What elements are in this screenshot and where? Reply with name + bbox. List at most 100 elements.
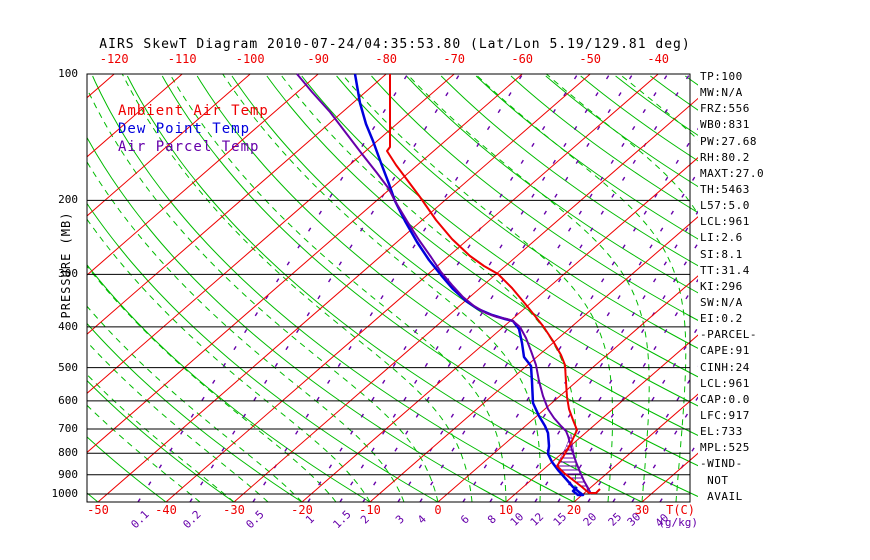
right-panel-line: -PARCEL- <box>700 328 757 342</box>
pressure-label: 500 <box>58 360 78 374</box>
right-panel-line: WB0:831 <box>700 118 750 132</box>
mixing-ratio-line-4 <box>419 74 691 502</box>
dry-adiabat <box>266 75 698 407</box>
pressure-label: 700 <box>58 421 78 435</box>
dry-adiabat <box>231 75 698 437</box>
isotherm--60 <box>87 74 523 454</box>
moist-adiabat <box>87 87 439 502</box>
right-panel-line: CAP:0.0 <box>700 392 750 406</box>
moist-adiabat <box>87 305 303 502</box>
legend-item: Dew Point Temp <box>118 121 251 137</box>
pressure-label: 1000 <box>51 487 79 500</box>
moist-adiabat <box>406 74 650 502</box>
top-axis-label: -60 <box>511 52 534 66</box>
right-panel-line: EI:0.2 <box>700 312 743 326</box>
top-axis-label: -120 <box>99 52 129 66</box>
mixing-ratio-line-1 <box>307 74 579 502</box>
right-panel-line: TP:100 <box>700 70 743 83</box>
pressure-label: 400 <box>58 319 78 333</box>
isotherm-20 <box>573 393 698 502</box>
moist-adiabat <box>121 74 473 502</box>
dry-adiabat <box>196 75 698 467</box>
isotherm--90 <box>87 74 319 276</box>
moist-adiabat <box>546 74 698 216</box>
right-panel-line: CAPE:91 <box>700 344 750 358</box>
dry-adiabat <box>510 75 698 214</box>
right-panel-line: FRZ:556 <box>700 102 750 116</box>
dry-adiabat <box>685 75 698 86</box>
top-axis-label: -80 <box>375 52 398 66</box>
moist-adiabat <box>87 373 235 502</box>
right-panel-line: RH:80.2 <box>700 150 750 164</box>
moist-adiabat <box>169 74 507 502</box>
dry-adiabat <box>87 322 303 502</box>
bottom-temp-label: 0 <box>434 503 442 517</box>
legend: Ambient Air Temp Dew Point Temp Air Parcel… <box>118 103 269 157</box>
ambient-temp-curve <box>386 74 601 494</box>
isotherm--130 <box>0 74 46 502</box>
right-panel-line: TH:5463 <box>700 182 750 196</box>
top-axis-label: -100 <box>235 52 265 66</box>
right-panel-line: MAXT:27.0 <box>700 166 765 180</box>
mixing-ratio-line-2 <box>362 74 634 502</box>
bottom-temp-label: -50 <box>87 503 109 517</box>
isotherm--110 <box>87 74 183 158</box>
right-panel-line: L57:5.0 <box>700 199 750 213</box>
isotherm--70 <box>87 74 455 394</box>
pressure-label: 100 <box>58 67 78 80</box>
top-axis-label: -90 <box>307 52 330 66</box>
parcel-curve <box>296 73 592 495</box>
top-axis-label: -70 <box>443 52 466 66</box>
mixing-ratio-line-0.1 <box>137 74 409 502</box>
pressure-label: 600 <box>58 393 78 407</box>
right-panel-line: AVAIL <box>700 489 743 503</box>
legend-item: Air Parcel Temp <box>118 139 260 155</box>
isotherm--50 <box>97 74 591 502</box>
isotherm--100 <box>87 74 251 217</box>
chart-title: AIRS SkewT Diagram 2010-07-24/04:35:53.8… <box>99 37 691 52</box>
moist-adiabat <box>87 161 405 502</box>
dry-adiabat <box>87 263 371 502</box>
mixing-ratio-line-0.2 <box>189 74 461 502</box>
isotherm--40 <box>165 74 659 502</box>
bottom-temp-label: -40 <box>155 503 177 517</box>
isotherm--10 <box>369 216 698 502</box>
isotherm--120 <box>87 74 115 99</box>
moist-adiabat <box>87 265 337 502</box>
mixing-ratio-line-0.5 <box>252 74 524 502</box>
isotherm--20 <box>301 156 698 502</box>
dry-adiabat <box>545 75 698 188</box>
right-panel-line: LFC:917 <box>700 408 750 422</box>
mixing-ratio-line-3 <box>397 74 669 502</box>
moist-adiabat <box>341 74 614 502</box>
dry-adiabat <box>126 75 643 502</box>
right-panel-line: EL:733 <box>700 425 743 439</box>
right-panel-line: MPL:525 <box>700 441 750 455</box>
dry-adiabat <box>87 436 167 502</box>
dry-adiabat <box>406 75 698 294</box>
top-axis-label: -110 <box>167 52 197 66</box>
mixing-ratio-line-1.5 <box>339 74 611 502</box>
right-panel-line: SI:8.1 <box>700 247 743 261</box>
right-panel-line: KI:296 <box>700 279 743 293</box>
dry-adiabat <box>161 75 698 498</box>
isotherm-10 <box>505 334 698 502</box>
mixing-axis-unit-label: (g/kg) <box>658 516 698 529</box>
moist-adiabat <box>87 218 371 502</box>
pressure-label: 300 <box>58 267 78 281</box>
top-axis-label: -40 <box>647 52 670 66</box>
right-panel-line: LCL:961 <box>700 376 750 390</box>
dry-adiabat <box>615 75 698 136</box>
dry-adiabat <box>371 75 698 321</box>
dry-adiabat <box>92 75 575 502</box>
right-panel-line: PW:27.68 <box>700 134 757 148</box>
dry-adiabat <box>475 75 698 240</box>
isotherm-grid <box>0 74 698 502</box>
moist-adiabat <box>279 74 577 502</box>
right-panel-line: CINH:24 <box>700 360 750 374</box>
moist-adiabat <box>87 404 201 502</box>
cape-hatch-area <box>556 433 589 492</box>
right-panel-line: -WIND- <box>700 457 743 471</box>
